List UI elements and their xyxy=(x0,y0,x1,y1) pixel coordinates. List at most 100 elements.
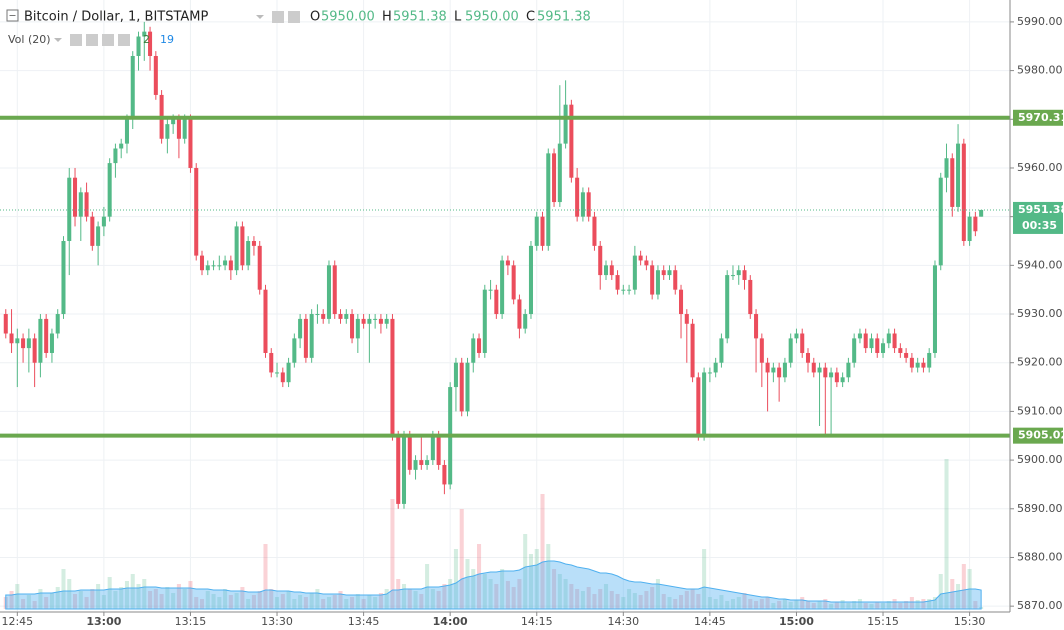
volume-bar xyxy=(228,595,233,609)
candle-body xyxy=(321,314,326,319)
volume-bar xyxy=(950,579,955,609)
volume-bar xyxy=(269,589,274,609)
volume-bar xyxy=(477,544,482,609)
candle-body xyxy=(679,289,684,315)
candle-body xyxy=(303,318,308,358)
x-tick-label: 13:00 xyxy=(86,615,121,628)
candle-body xyxy=(973,216,978,232)
volume-bar xyxy=(517,579,522,609)
candle-body xyxy=(263,289,268,353)
candle-body xyxy=(650,265,655,295)
volume-bar xyxy=(511,587,516,609)
candle-body xyxy=(632,255,637,290)
candle-body xyxy=(967,216,972,242)
candle-body xyxy=(3,314,8,334)
last-price-bg xyxy=(1013,201,1063,234)
volume-bar xyxy=(350,597,355,609)
candle-body xyxy=(199,255,205,271)
volume-bar xyxy=(759,599,764,609)
y-tick-label: 5880.00 xyxy=(1017,550,1063,563)
volume-bar xyxy=(165,587,170,609)
volume-bar xyxy=(275,597,280,609)
volume-bar xyxy=(719,595,724,609)
candle-body xyxy=(892,333,897,349)
volume-bar xyxy=(361,599,366,609)
candle-body xyxy=(61,241,66,315)
volume-bar xyxy=(240,587,245,609)
candle-body xyxy=(523,314,528,329)
candle-body xyxy=(956,143,961,207)
volume-bar xyxy=(932,597,937,609)
candle-body xyxy=(777,367,782,378)
symbol-title: Bitcoin / Dollar, 1, BITSTAMP xyxy=(24,10,209,25)
volume-bar xyxy=(309,593,314,609)
candle-body xyxy=(15,338,20,344)
remove-icon[interactable] xyxy=(118,34,130,46)
eye-icon[interactable] xyxy=(70,34,82,46)
collapse-icon[interactable] xyxy=(6,9,19,22)
volume-bar xyxy=(332,595,337,609)
candle-body xyxy=(165,124,170,139)
settings-icon[interactable] xyxy=(272,11,284,23)
volume-bar xyxy=(90,589,95,609)
volume-bar xyxy=(153,589,158,609)
volume-bar xyxy=(794,600,799,609)
candle-body xyxy=(326,265,331,319)
volume-bar xyxy=(650,587,655,609)
add-icon[interactable] xyxy=(102,34,114,46)
volume-bar xyxy=(938,574,943,609)
candle-body xyxy=(598,245,603,276)
volume-bar xyxy=(355,594,360,609)
candle-body xyxy=(130,55,135,120)
dropdown-arrow[interactable] xyxy=(256,15,264,19)
candle-body xyxy=(661,270,666,276)
volume-bar xyxy=(298,595,303,609)
volume-bar xyxy=(234,593,239,609)
volume-bar xyxy=(627,589,632,609)
volume-bar xyxy=(142,579,147,609)
candle-body xyxy=(436,435,441,465)
level-label-bg xyxy=(1013,427,1063,444)
volume-bar xyxy=(55,587,60,609)
candle-body xyxy=(592,216,597,246)
volume-bar xyxy=(430,589,435,609)
volume-bar xyxy=(500,569,505,609)
candle-body xyxy=(961,143,966,242)
candle-body xyxy=(932,265,937,353)
candle-body xyxy=(788,338,793,363)
candle-body xyxy=(881,343,886,353)
volume-bar xyxy=(396,579,401,609)
volume-bar xyxy=(292,599,297,609)
volume-bar xyxy=(696,594,701,609)
candle-body xyxy=(667,270,672,276)
candle-body xyxy=(782,362,787,378)
volume-bar xyxy=(598,589,603,609)
volume-bar xyxy=(407,589,412,609)
volume-bar xyxy=(482,574,487,609)
candle-body xyxy=(425,460,430,465)
volume-bar xyxy=(846,603,851,609)
volume-bar xyxy=(148,591,153,609)
candle-body xyxy=(655,270,660,295)
format-icon[interactable] xyxy=(288,11,300,23)
volume-bar xyxy=(857,599,862,609)
volume-bar xyxy=(552,569,557,609)
candle-body xyxy=(909,357,914,368)
volume-bar xyxy=(326,597,331,609)
volume-bar xyxy=(904,601,909,609)
candle-body xyxy=(898,348,903,353)
volume-bar xyxy=(401,584,407,609)
candle-body xyxy=(494,289,499,315)
settings-icon[interactable] xyxy=(86,34,98,46)
dropdown-arrow[interactable] xyxy=(54,38,62,42)
candle-body xyxy=(759,338,764,363)
volume-bar xyxy=(78,591,83,609)
candle-body xyxy=(528,245,533,315)
y-tick-label: 5930.00 xyxy=(1017,307,1063,320)
candle-body xyxy=(754,314,759,339)
overlays xyxy=(0,115,1010,438)
volume-bar xyxy=(73,594,78,609)
volume-bar xyxy=(707,597,712,609)
candle-body xyxy=(55,314,60,334)
